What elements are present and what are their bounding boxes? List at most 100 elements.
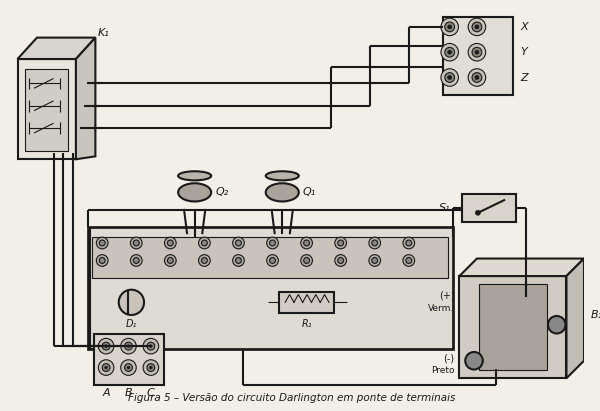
Circle shape — [445, 73, 455, 82]
Text: B₁: B₁ — [591, 310, 600, 320]
Circle shape — [98, 360, 114, 375]
Polygon shape — [17, 37, 95, 59]
Circle shape — [269, 258, 275, 263]
Circle shape — [301, 255, 313, 266]
Circle shape — [130, 237, 142, 249]
Circle shape — [119, 290, 144, 315]
Circle shape — [167, 258, 173, 263]
Circle shape — [104, 345, 107, 348]
Circle shape — [99, 240, 105, 246]
Ellipse shape — [266, 171, 299, 180]
Circle shape — [338, 240, 344, 246]
Bar — [94, 335, 164, 385]
Circle shape — [369, 237, 380, 249]
Text: Q₂: Q₂ — [215, 187, 229, 197]
Circle shape — [403, 237, 415, 249]
Circle shape — [372, 258, 377, 263]
Circle shape — [127, 345, 130, 348]
Circle shape — [266, 255, 278, 266]
Text: R₁: R₁ — [301, 319, 312, 329]
Circle shape — [202, 258, 208, 263]
Circle shape — [448, 25, 452, 29]
Circle shape — [143, 360, 158, 375]
Circle shape — [143, 338, 158, 354]
Circle shape — [475, 210, 481, 215]
Bar — [443, 17, 513, 95]
Bar — [25, 69, 68, 152]
Circle shape — [468, 18, 485, 36]
Circle shape — [97, 237, 108, 249]
Circle shape — [441, 44, 458, 61]
Text: X: X — [521, 22, 529, 32]
Polygon shape — [566, 259, 584, 378]
Circle shape — [269, 240, 275, 246]
Circle shape — [149, 366, 152, 369]
Circle shape — [102, 364, 110, 372]
Bar — [92, 237, 448, 278]
Circle shape — [475, 76, 479, 79]
Circle shape — [548, 316, 565, 333]
Circle shape — [133, 240, 139, 246]
Text: Figura 5 – Versão do circuito Darlington em ponte de terminais: Figura 5 – Versão do circuito Darlington… — [128, 393, 455, 403]
Text: (-): (-) — [443, 354, 455, 364]
Circle shape — [472, 73, 482, 82]
Circle shape — [147, 364, 155, 372]
Bar — [460, 276, 566, 378]
Bar — [479, 284, 547, 370]
Bar — [280, 292, 334, 313]
Circle shape — [266, 237, 278, 249]
Bar — [88, 227, 452, 349]
Text: Preto: Preto — [431, 366, 455, 375]
Circle shape — [338, 258, 344, 263]
Circle shape — [448, 76, 452, 79]
Circle shape — [164, 255, 176, 266]
Circle shape — [199, 255, 210, 266]
Circle shape — [147, 342, 155, 350]
Circle shape — [102, 342, 110, 350]
Circle shape — [125, 364, 133, 372]
Ellipse shape — [178, 171, 211, 180]
Text: D₁: D₁ — [126, 319, 137, 329]
Circle shape — [475, 50, 479, 54]
Text: Y: Y — [521, 47, 527, 57]
Text: S₁: S₁ — [439, 203, 451, 213]
Circle shape — [445, 47, 455, 57]
Circle shape — [472, 22, 482, 32]
Circle shape — [236, 240, 241, 246]
Circle shape — [104, 366, 107, 369]
Circle shape — [441, 69, 458, 86]
Circle shape — [233, 237, 244, 249]
Bar — [463, 194, 516, 222]
Circle shape — [127, 366, 130, 369]
Circle shape — [335, 255, 346, 266]
Text: Verm.: Verm. — [428, 304, 455, 313]
Circle shape — [465, 352, 483, 369]
Circle shape — [441, 18, 458, 36]
Circle shape — [97, 255, 108, 266]
Polygon shape — [76, 37, 95, 159]
Circle shape — [475, 25, 479, 29]
Circle shape — [304, 258, 310, 263]
Circle shape — [301, 237, 313, 249]
Text: (+): (+) — [439, 291, 455, 300]
Circle shape — [304, 240, 310, 246]
Circle shape — [335, 237, 346, 249]
Ellipse shape — [178, 183, 211, 201]
Text: A: A — [102, 388, 110, 398]
Circle shape — [125, 342, 133, 350]
Circle shape — [445, 22, 455, 32]
Circle shape — [468, 69, 485, 86]
Circle shape — [406, 258, 412, 263]
Circle shape — [99, 258, 105, 263]
Circle shape — [233, 255, 244, 266]
Circle shape — [167, 240, 173, 246]
Circle shape — [149, 345, 152, 348]
Bar — [17, 59, 76, 159]
Circle shape — [468, 44, 485, 61]
Circle shape — [372, 240, 377, 246]
Circle shape — [199, 237, 210, 249]
Circle shape — [130, 255, 142, 266]
Circle shape — [403, 255, 415, 266]
Circle shape — [369, 255, 380, 266]
Text: K₁: K₁ — [97, 28, 109, 38]
